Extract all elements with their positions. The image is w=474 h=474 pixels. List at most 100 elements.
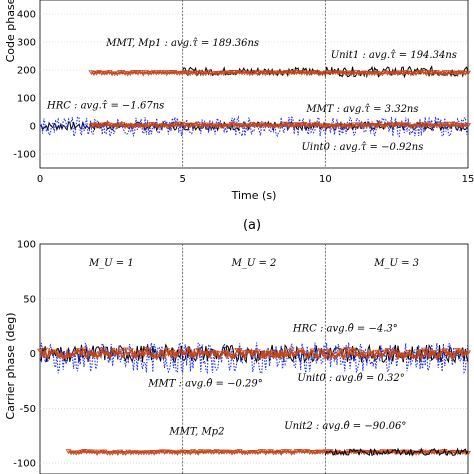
carrier-phase-y-tick-label: -100 [13, 459, 36, 470]
carrier-phase-series-marker [231, 450, 238, 455]
carrier-phase-series-marker [413, 355, 420, 360]
carrier-phase-series-marker [431, 350, 438, 356]
code-phase-annotation: MMT : avg.τ̂ = 3.32ns [305, 104, 418, 115]
carrier-phase-series-marker [166, 350, 173, 356]
carrier-phase-series-marker [319, 449, 326, 455]
code-phase-series-marker [465, 123, 471, 129]
carrier-phase-series-marker [130, 354, 137, 360]
carrier-phase-series-marker [395, 355, 401, 360]
code-phase-series-marker [291, 124, 297, 130]
code-phase-series-marker [218, 124, 225, 129]
carrier-phase-series-marker [262, 450, 269, 456]
carrier-phase-series-marker [70, 352, 77, 358]
code-phase-series-marker [306, 71, 313, 76]
carrier-phase-series-marker [73, 450, 80, 456]
code-phase-series-marker [348, 124, 355, 130]
code-phase-ticks: -100 0 100 200 300 400 0 5 10 15 [13, 10, 474, 186]
code-phase-series-marker [96, 124, 103, 130]
carrier-phase-series-marker [127, 348, 134, 354]
carrier-phase-series-marker [301, 351, 308, 357]
carrier-phase-series-marker [449, 355, 456, 361]
carrier-phase-series-marker [184, 347, 191, 353]
code-phase-y-tick-label: 200 [17, 66, 36, 77]
code-phase-series-marker [91, 71, 97, 77]
code-phase-series-marker [439, 71, 445, 77]
carrier-phase-series-marker [291, 450, 298, 456]
code-phase-series-marker [340, 124, 347, 130]
carrier-phase-series-marker [78, 352, 85, 358]
carrier-phase-series-marker [39, 351, 46, 356]
carrier-phase-series-marker [309, 348, 316, 354]
carrier-phase-series-marker [65, 353, 72, 359]
carrier-phase-series-marker [229, 450, 235, 456]
carrier-phase-series-marker [314, 354, 321, 360]
carrier-phase-series-marker [161, 450, 168, 455]
code-phase-y-tick-label: 300 [17, 38, 36, 49]
code-phase-series-marker [366, 123, 373, 129]
carrier-phase-series-marker [335, 351, 342, 357]
carrier-phase-y-tick-label: 100 [17, 240, 36, 251]
carrier-phase-annotation: Unit0 : avg.θ̂ = 0.32° [297, 373, 404, 384]
carrier-phase-series-marker [231, 353, 238, 359]
carrier-phase-series-marker [62, 355, 69, 360]
carrier-phase-plot-frame [39, 243, 469, 474]
code-phase-series-marker [171, 123, 178, 129]
code-phase-series-marker [361, 124, 368, 130]
code-phase-series-marker [280, 70, 287, 76]
carrier-phase-region-label: M_U = 3 [373, 258, 419, 269]
carrier-phase-series-marker [312, 450, 318, 456]
code-phase-series-marker [101, 70, 108, 76]
carrier-phase-annotation: Unit2 : avg.θ̂ = −90.06° [284, 421, 406, 432]
carrier-phase-series-marker [254, 450, 261, 456]
carrier-phase-series-marker [229, 355, 235, 361]
carrier-phase-series-marker [257, 355, 264, 361]
code-phase-series-marker [132, 123, 139, 129]
code-phase-series-marker [205, 124, 212, 129]
code-phase-series-marker [202, 71, 209, 77]
carrier-phase-series-marker [182, 450, 189, 456]
code-phase-series-marker [322, 124, 329, 130]
code-phase-series-marker [306, 124, 313, 130]
carrier-phase-series-marker [322, 355, 329, 361]
code-phase-series-marker [332, 123, 339, 129]
code-phase-series-marker [392, 122, 399, 128]
carrier-phase-series-marker [195, 451, 202, 456]
carrier-phase-series-marker [371, 355, 378, 361]
code-phase-series-marker [381, 124, 388, 130]
code-phase-series-marker [148, 70, 155, 76]
carrier-phase-series-marker [340, 355, 347, 361]
code-phase-series-marker [213, 124, 219, 129]
carrier-phase-series-marker [402, 450, 409, 456]
code-phase-series-marker [278, 123, 284, 129]
carrier-phase-series-marker [164, 348, 171, 353]
subfigure-label: (a) [243, 218, 261, 233]
carrier-phase-series-marker [405, 350, 412, 355]
carrier-phase-series-marker [91, 352, 98, 358]
code-phase-series-marker [145, 71, 152, 77]
code-phase-series-marker [413, 123, 419, 129]
carrier-phase-series-marker [423, 349, 430, 354]
code-phase-series-marker [176, 123, 183, 129]
carrier-phase-series-marker [94, 451, 101, 456]
code-phase-annotation: MMT, Mp1 : avg.τ̂ = 189.36ns [105, 38, 259, 49]
carrier-phase-region-labels: M_U = 1 M_U = 2 M_U = 3 [88, 258, 419, 269]
carrier-phase-series [37, 340, 471, 457]
carrier-phase-series-marker [423, 451, 430, 456]
carrier-phase-series-marker [465, 350, 471, 356]
carrier-phase-series-marker [158, 350, 165, 356]
carrier-phase-series-marker [109, 450, 116, 456]
carrier-phase-series-marker [135, 350, 142, 355]
code-phase-x-tick-label: 15 [462, 174, 474, 185]
code-phase-series-marker [280, 122, 287, 127]
code-phase-series-marker [397, 123, 404, 128]
carrier-phase-series-marker [83, 449, 90, 455]
code-phase-series-marker [379, 71, 386, 77]
code-phase-series-marker [200, 71, 207, 77]
carrier-phase-series-marker [140, 450, 147, 456]
code-phase-series-marker [465, 70, 471, 76]
carrier-phase-series-marker [273, 354, 279, 360]
code-phase-annotation: Unit1 : avg.τ̂ = 194.34ns [331, 50, 457, 61]
carrier-phase-series-marker [192, 352, 199, 358]
code-phase-series-marker [200, 123, 207, 129]
code-phase-series-marker [342, 71, 349, 76]
